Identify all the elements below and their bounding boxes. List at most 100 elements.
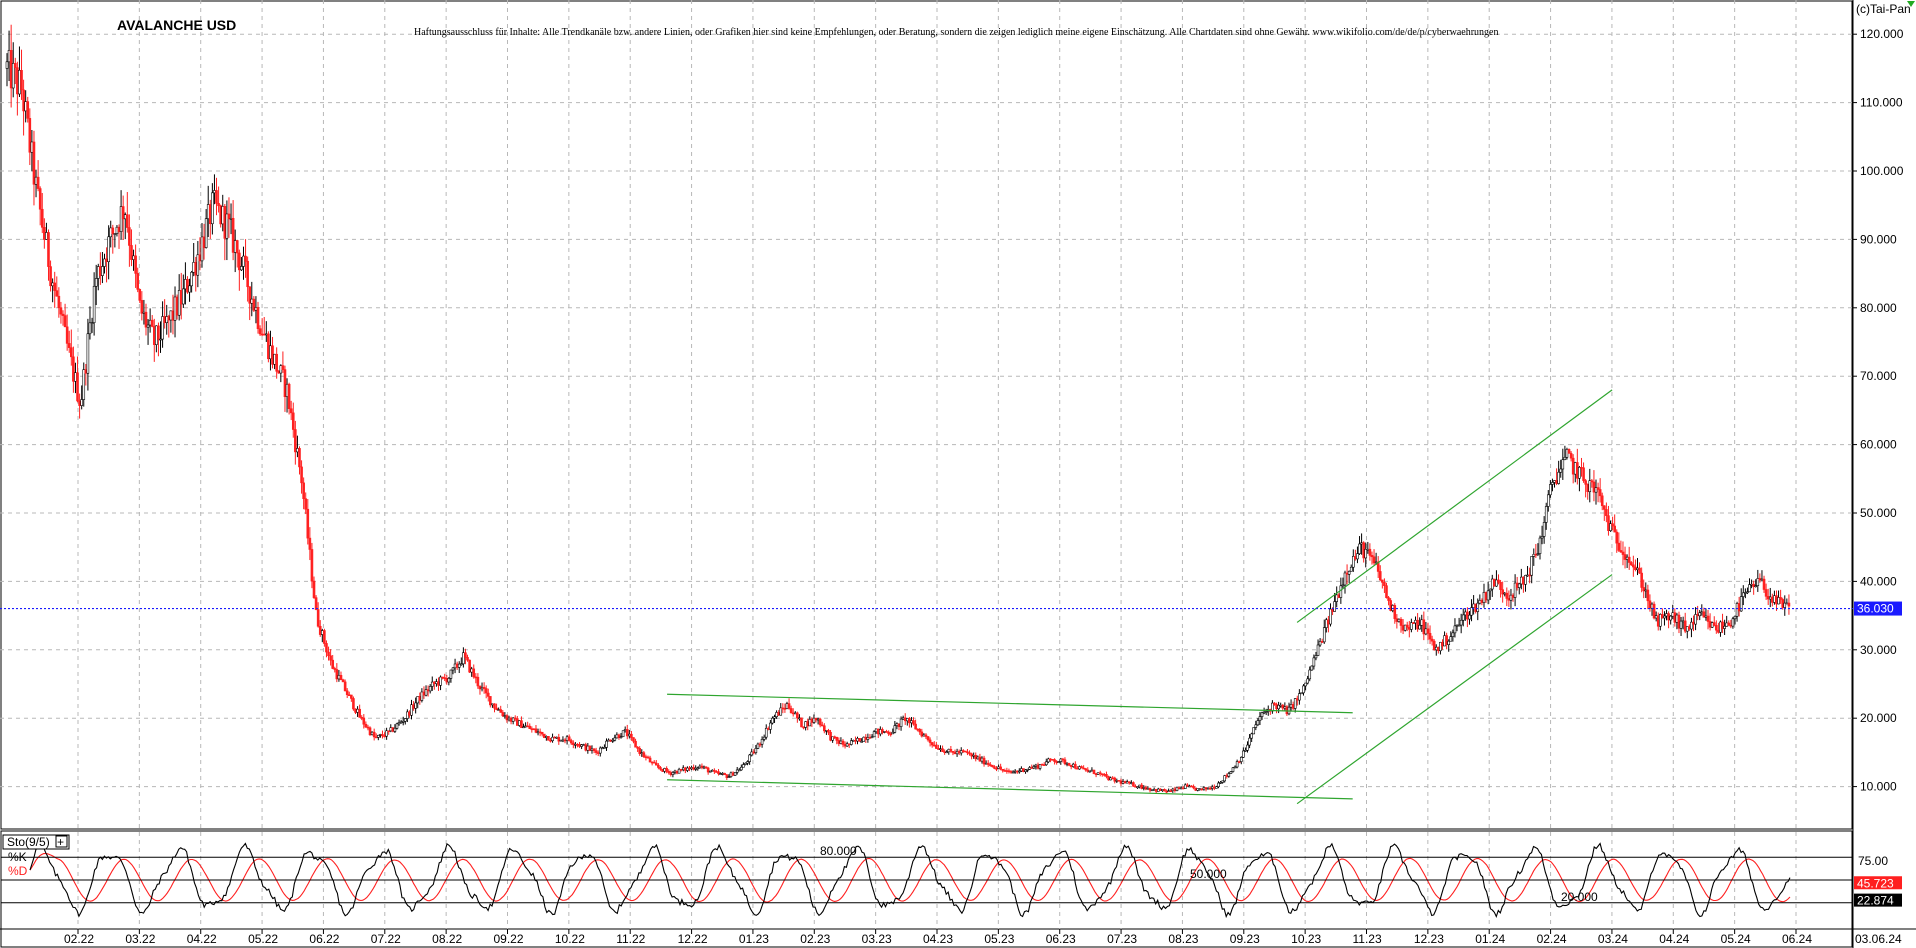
candle-body xyxy=(1681,620,1685,623)
candle-body xyxy=(603,747,606,749)
candle-body xyxy=(1656,615,1660,627)
candle-body xyxy=(1308,669,1312,680)
candle-body xyxy=(455,663,459,668)
candle-body xyxy=(1654,615,1658,619)
candle-body xyxy=(262,333,266,336)
candle-body xyxy=(814,717,818,721)
candle-body xyxy=(930,742,934,746)
candle-body xyxy=(1163,789,1166,792)
candle-body xyxy=(733,772,737,776)
candle-body xyxy=(1177,787,1181,789)
candle-body xyxy=(22,89,25,112)
candle-body xyxy=(1434,646,1438,651)
candle-body xyxy=(675,770,679,774)
candle-body xyxy=(1567,449,1571,454)
candle-body xyxy=(974,755,978,760)
candle-body xyxy=(727,776,731,778)
candle-body xyxy=(540,731,544,735)
candle-body xyxy=(1015,770,1019,773)
candle-body xyxy=(99,266,102,276)
candle-body xyxy=(1549,484,1552,496)
candle-body xyxy=(910,720,913,724)
candle-body xyxy=(659,767,662,770)
chart-title: AVALANCHE USD xyxy=(117,17,236,33)
candle-body xyxy=(117,226,121,232)
candle-body xyxy=(1074,763,1077,769)
candle-body xyxy=(968,752,971,755)
candle-body xyxy=(13,63,17,68)
candle-body xyxy=(1416,619,1419,630)
candle-body xyxy=(1754,585,1758,587)
candle-body xyxy=(223,206,227,239)
candle-body xyxy=(459,663,463,666)
candle-body xyxy=(1422,619,1426,635)
candle-body xyxy=(1300,692,1303,695)
candle-body xyxy=(1468,614,1471,620)
candle-body xyxy=(1047,758,1050,763)
candle-body xyxy=(1752,583,1755,587)
candle-body xyxy=(385,730,388,737)
candle-body xyxy=(767,727,770,730)
candle-body xyxy=(1134,785,1137,788)
candle-body xyxy=(737,769,741,772)
candle-body xyxy=(370,731,374,736)
candle-body xyxy=(1213,786,1216,789)
candle-body xyxy=(1725,622,1728,627)
x-tick-label: 02.24 xyxy=(1537,932,1567,946)
candle-body xyxy=(621,730,625,738)
candle-body xyxy=(1078,766,1081,770)
candle-body xyxy=(1349,566,1353,572)
candle-body xyxy=(677,768,681,774)
candle-body xyxy=(847,743,851,746)
candle-body xyxy=(607,739,610,742)
candle-body xyxy=(507,717,511,721)
y-tick-label: 70.000 xyxy=(1860,369,1897,383)
candle-body xyxy=(1026,768,1029,771)
candle-body xyxy=(1036,764,1040,769)
candle-body xyxy=(416,696,420,704)
candle-body xyxy=(771,717,774,724)
candle-body xyxy=(1304,682,1307,687)
candle-body xyxy=(1086,769,1090,772)
candle-body xyxy=(211,192,214,225)
price-panel-frame xyxy=(0,0,1853,830)
candle-body xyxy=(163,316,166,323)
candle-body xyxy=(1148,787,1152,791)
candle-body xyxy=(144,311,148,328)
candle-body xyxy=(1735,603,1739,617)
candle-body xyxy=(302,482,305,499)
last-price-badge xyxy=(1854,601,1902,616)
candle-body xyxy=(1049,758,1052,761)
candle-body xyxy=(165,316,169,323)
candle-body xyxy=(225,213,229,239)
candle-body xyxy=(856,738,859,742)
candle-body xyxy=(1293,698,1297,709)
candle-body xyxy=(86,333,90,374)
candle-body xyxy=(159,338,162,341)
candle-body xyxy=(588,745,592,751)
candle-body xyxy=(61,313,65,316)
candle-body xyxy=(883,731,886,733)
candle-body xyxy=(964,750,967,753)
candle-body xyxy=(1181,787,1185,790)
indicator-header[interactable] xyxy=(2,834,70,850)
candle-body xyxy=(1596,487,1600,490)
candle-body xyxy=(1040,764,1044,766)
candle-body xyxy=(731,772,735,776)
candle-body xyxy=(1605,509,1608,516)
candle-body xyxy=(103,258,106,267)
candle-body xyxy=(634,740,637,748)
indicator-plus-button[interactable] xyxy=(55,835,68,848)
candle-body xyxy=(304,498,308,510)
candle-body xyxy=(1127,781,1131,784)
plus-icon[interactable]: + xyxy=(57,835,64,849)
candle-body xyxy=(650,761,654,764)
candle-body xyxy=(912,720,915,725)
candle-body xyxy=(1345,572,1349,575)
candle-body xyxy=(1700,611,1704,614)
candle-body xyxy=(520,720,523,728)
candle-body xyxy=(1136,786,1139,789)
candle-body xyxy=(175,296,179,316)
candle-body xyxy=(1171,788,1175,792)
candle-body xyxy=(229,217,233,220)
